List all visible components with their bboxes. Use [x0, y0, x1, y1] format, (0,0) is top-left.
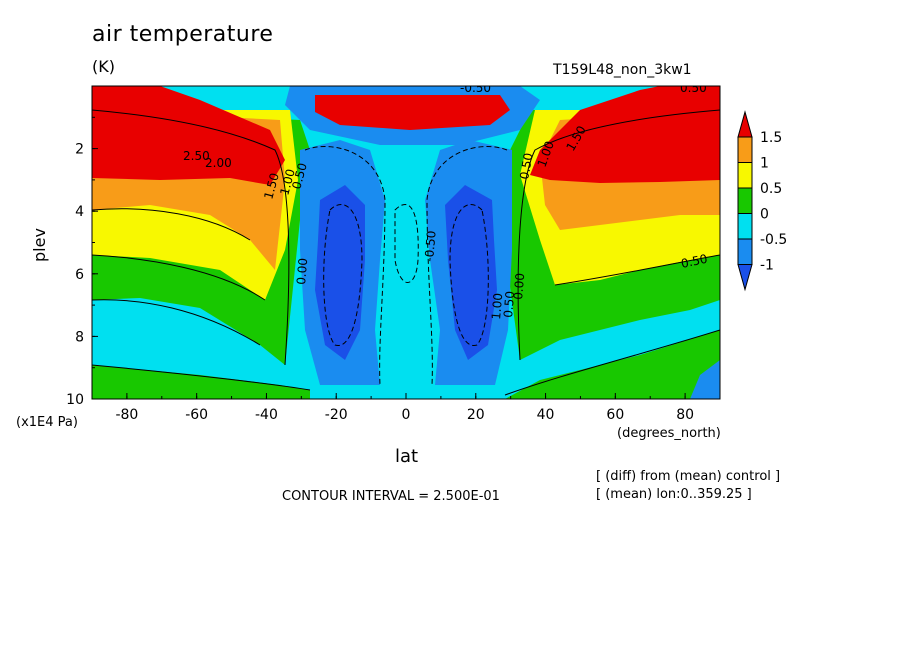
colorbar-swatch: [737, 213, 753, 240]
contour-label: 1.00: [277, 167, 297, 196]
field-band-bottom-right-blue: [690, 360, 720, 399]
contour-label: 2.00: [205, 156, 232, 170]
colorbar-label: -0.5: [760, 232, 787, 248]
contour-lines-negative: [304, 146, 508, 386]
colorbar-swatch: [737, 238, 753, 265]
x-tick-label: -80: [115, 407, 138, 423]
contour-label: 0.00: [511, 272, 527, 300]
contour-label: 0.00: [294, 257, 310, 285]
contour-label: 0.50: [680, 81, 707, 95]
x-axis-label: lat: [395, 446, 419, 467]
chart-units: (K): [92, 57, 115, 76]
colorbar: 1.5 1 0.5 0 -0.5 -1: [737, 110, 787, 292]
mean-note: [ (mean) lon:0..359.25 ]: [596, 487, 752, 502]
contour-label: 0.50: [680, 252, 709, 271]
x-tick-label: 80: [676, 407, 694, 423]
x-tick-label: -40: [255, 407, 278, 423]
field-band-darkblue-left: [315, 185, 365, 360]
field-band-darkblue-right: [445, 185, 497, 360]
x-axis: -80 -60 -40 -20 0 20 40 60 80: [91, 393, 721, 423]
x-tick-label: -60: [185, 407, 208, 423]
contour-label: -0.50: [422, 230, 439, 262]
contour-lines: [92, 109, 720, 396]
x-tick-label: -20: [325, 407, 348, 423]
contour-label: 0.50: [517, 152, 535, 181]
colorbar-label: 1: [760, 156, 769, 172]
colorbar-swatch: [737, 162, 753, 189]
colorbar-label: 0: [760, 207, 769, 223]
x-tick-label: 0: [402, 407, 411, 423]
y-tick-label: 2: [75, 142, 84, 158]
colorbar-swatch: [737, 187, 753, 214]
contour-interval-note: CONTOUR INTERVAL = 2.500E-01: [282, 489, 500, 504]
contour-label: 1.00: [489, 292, 505, 320]
y-tick-label: 8: [75, 329, 84, 345]
y-axis: 2 4 6 8 10: [66, 85, 98, 408]
colorbar-swatch: [737, 110, 753, 138]
y-tick-label: 10: [66, 392, 84, 408]
contour-label: 1.50: [261, 171, 281, 200]
y-tick-label: 6: [75, 267, 84, 283]
plot-area: 2.00 2.50 1.50 1.00 0.50 0.00 -0.50 1.00…: [92, 81, 720, 399]
diff-note: [ (diff) from (mean) control ]: [596, 469, 781, 484]
contour-label: 0.50: [501, 290, 517, 318]
colorbar-label: -1: [760, 258, 774, 274]
y-axis-label: plev: [30, 228, 49, 262]
x-axis-unit: (degrees_north): [617, 426, 721, 441]
colorbar-label: 1.5: [760, 130, 782, 146]
contour-label: 0.50: [289, 161, 309, 190]
colorbar-swatch: [737, 136, 753, 163]
y-axis-unit: (x1E4 Pa): [16, 415, 78, 430]
field-band-top-center-red: [315, 95, 510, 130]
colorbar-swatch: [737, 264, 753, 292]
chart-title: air temperature: [92, 22, 274, 47]
contour-label: 2.50: [183, 149, 210, 163]
run-id-label: T159L48_non_3kw1: [553, 62, 692, 78]
contour-labels: 2.00 2.50 1.50 1.00 0.50 0.00 -0.50 1.00…: [183, 81, 709, 320]
contour-label: -0.50: [460, 81, 491, 95]
y-tick-label: 4: [75, 204, 84, 220]
field-band-red: [92, 86, 720, 185]
x-tick-label: 20: [467, 407, 485, 423]
x-tick-label: 60: [606, 407, 624, 423]
colorbar-label: 0.5: [760, 181, 782, 197]
x-tick-label: 40: [537, 407, 555, 423]
